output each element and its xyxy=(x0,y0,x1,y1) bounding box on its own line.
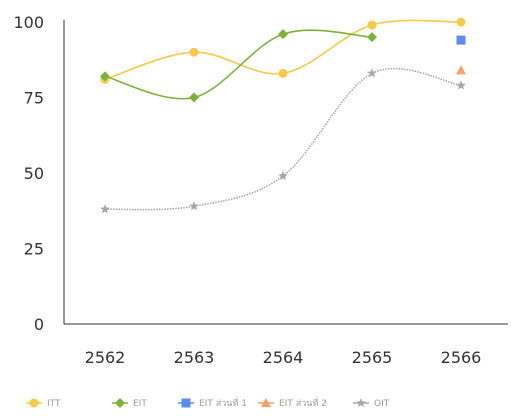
legend-marker xyxy=(261,398,271,407)
data-point xyxy=(278,68,288,78)
legend-marker xyxy=(115,398,125,408)
data-point xyxy=(189,47,199,57)
x-tick-label: 2563 xyxy=(174,348,215,367)
data-point xyxy=(100,204,110,214)
data-point xyxy=(100,71,110,82)
legend-label: EIT ส่วนที่ 2 xyxy=(279,396,327,409)
data-point xyxy=(278,29,288,40)
x-tick-label: 2565 xyxy=(352,348,393,367)
legend: ITT EIT EIT ส่วนที่ 1 EIT ส่วนที่ 2 OIT xyxy=(26,396,390,409)
legend-marker xyxy=(356,398,366,408)
series-points xyxy=(100,17,466,214)
x-tick-labels: 2562 2563 2564 2565 2566 xyxy=(85,348,482,367)
data-point xyxy=(456,17,466,27)
x-tick-label: 2566 xyxy=(441,348,482,367)
data-point xyxy=(456,80,466,90)
y-tick-label: 0 xyxy=(34,315,44,334)
data-point xyxy=(189,92,199,103)
data-point xyxy=(278,171,288,181)
series-lines xyxy=(104,19,462,211)
legend-marker xyxy=(29,398,39,408)
legend-label: EIT xyxy=(133,399,147,409)
x-tick-label: 2564 xyxy=(263,348,304,367)
data-point xyxy=(367,20,377,30)
legend-label: ITT xyxy=(47,399,61,409)
legend-label: EIT ส่วนที่ 1 xyxy=(199,396,247,409)
data-point xyxy=(189,201,199,211)
x-tick-label: 2562 xyxy=(85,348,126,367)
y-tick-label: 25 xyxy=(24,240,44,259)
data-point xyxy=(456,65,466,75)
legend-marker xyxy=(181,398,191,408)
y-tick-labels: 0 25 50 75 100 xyxy=(13,13,44,334)
data-point xyxy=(367,68,377,78)
axes xyxy=(63,20,508,325)
y-tick-label: 50 xyxy=(24,164,44,183)
y-tick-label: 75 xyxy=(24,89,44,108)
series-line-1 xyxy=(104,29,373,100)
data-point xyxy=(456,35,466,45)
data-point xyxy=(367,32,377,43)
y-tick-label: 100 xyxy=(13,13,44,32)
legend-label: OIT xyxy=(374,399,390,409)
series-line-4 xyxy=(104,67,462,211)
